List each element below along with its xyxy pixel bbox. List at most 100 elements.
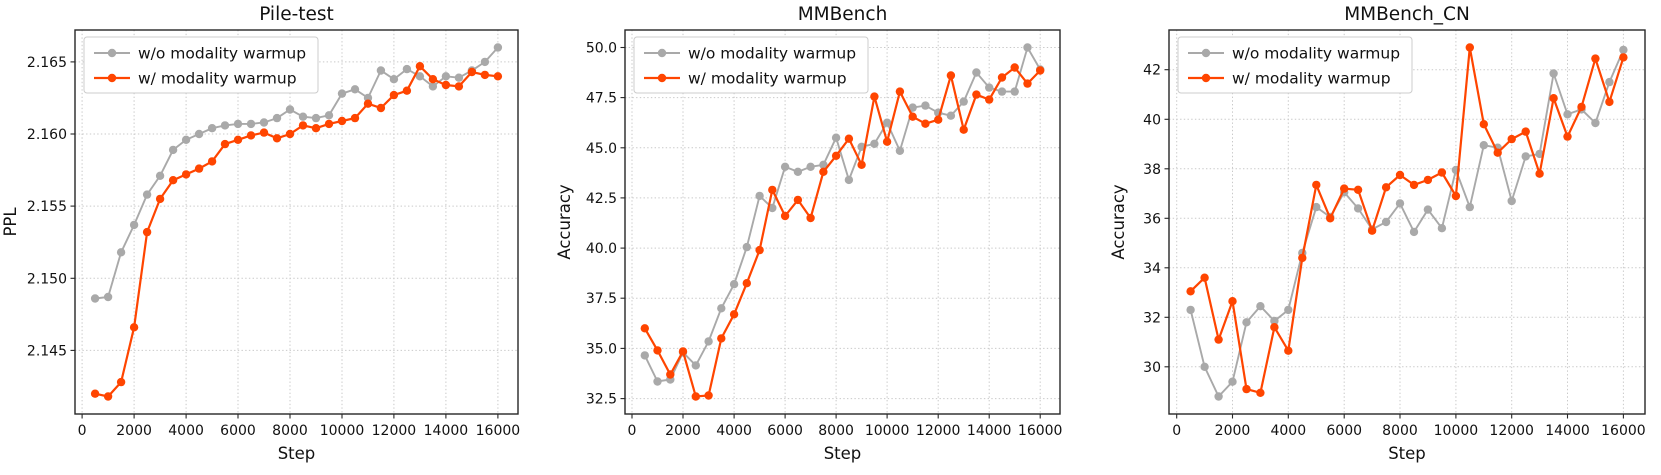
data-point [90,294,100,303]
data-point [844,175,854,185]
data-point [1437,168,1447,177]
data-point [1619,53,1628,62]
data-point [1535,149,1544,159]
data-point [1493,148,1502,157]
data-point [311,124,321,133]
data-point [220,121,230,130]
x-tick-label: 16000 [1601,423,1646,439]
data-point [1507,196,1516,206]
x-tick-label: 10000 [865,423,910,439]
data-point [1409,227,1419,237]
x-tick-label: 4000 [716,423,752,439]
data-point [997,73,1007,82]
data-point [233,135,243,144]
y-tick-label: 2.165 [27,55,67,71]
y-tick-label: 38 [1143,162,1161,178]
data-point [1010,87,1019,96]
data-point [1228,297,1237,306]
data-point [666,370,675,379]
data-point [1367,226,1377,235]
x-tick-label: 12000 [1489,423,1534,439]
x-tick-label: 2000 [665,423,701,439]
data-point [768,203,777,213]
x-tick-label: 12000 [916,423,961,439]
data-point [959,97,968,106]
data-point [1010,63,1019,72]
data-point [1395,170,1405,180]
data-point [959,125,968,134]
data-point [454,73,464,82]
data-point [831,151,841,160]
data-point [640,324,649,333]
data-point [1270,323,1279,332]
legend-swatch-marker [107,48,117,58]
x-tick-label: 8000 [1382,423,1418,439]
data-point [181,135,191,144]
x-tick-label: 6000 [767,423,803,439]
legend: w/o modality warmup w/ modality warmup [1177,36,1413,94]
data-point [1479,141,1488,150]
y-tick-label: 32 [1143,310,1161,326]
data-point [704,391,713,400]
data-point [155,171,165,180]
chart-mmbench: 0 2000 4000 6000 8000 10000 12000 14000 16000 32.… [555,4,1062,463]
legend-swatch-marker [1201,73,1211,83]
data-point [780,211,790,221]
x-tick-label: 8000 [272,423,308,439]
data-point [1619,45,1628,55]
data-point [1591,54,1600,63]
data-point [1200,362,1209,371]
data-point [1423,175,1433,185]
data-point [1591,118,1600,128]
data-point [311,113,321,123]
data-point [441,80,451,90]
x-axis-label: Step [278,444,316,463]
data-point [1521,152,1530,161]
data-point [882,137,892,146]
data-point [1465,202,1474,212]
data-point [908,103,917,112]
data-point [704,337,713,346]
data-point [220,139,230,149]
chart-title: MMBench [798,4,888,25]
data-point [946,111,956,120]
data-point [1036,66,1045,75]
data-point [1312,202,1321,212]
data-point [1023,43,1032,52]
data-point [653,377,662,386]
data-point [129,220,139,230]
data-point [1563,110,1572,119]
data-point [337,89,347,98]
data-point [467,67,477,77]
y-tick-label: 2.160 [27,127,67,143]
data-point [831,133,841,142]
data-point [717,304,726,313]
y-tick-label: 37.5 [586,291,617,307]
x-tick-label: 0 [1172,423,1181,439]
data-point [272,113,282,123]
legend-label: w/o modality warmup [688,45,856,63]
legend-label: w/o modality warmup [138,45,306,63]
data-point [844,134,854,143]
data-point [1409,180,1419,190]
data-point [691,361,700,370]
series-line-with-warmup [643,65,1041,398]
data-point [389,90,399,100]
data-point [246,119,256,129]
data-point [103,292,113,302]
data-point [1214,392,1223,401]
data-point [298,112,308,121]
y-tick-label: 40.0 [586,241,617,257]
data-point [1023,79,1032,88]
data-point [895,146,905,155]
data-point [1340,184,1349,193]
data-point [1353,204,1363,213]
data-point [376,66,386,75]
x-tick-label: 4000 [168,423,204,439]
data-point [155,194,165,204]
data-point [729,280,739,289]
data-point [1326,214,1335,223]
data-point [1423,205,1433,214]
data-point [908,112,917,121]
data-point [272,134,282,143]
